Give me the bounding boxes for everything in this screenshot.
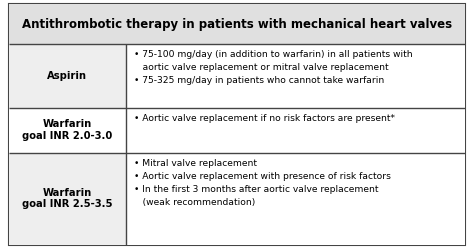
Text: • 75-100 mg/day (in addition to warfarin) in all patients with
   aortic valve r: • 75-100 mg/day (in addition to warfarin… bbox=[134, 50, 413, 85]
Bar bbox=[9, 153, 126, 245]
Bar bbox=[9, 44, 126, 108]
Bar bbox=[126, 153, 465, 245]
Text: Warfarin
goal INR 2.5-3.5: Warfarin goal INR 2.5-3.5 bbox=[22, 188, 112, 209]
Bar bbox=[126, 108, 465, 153]
Text: Warfarin
goal INR 2.0-3.0: Warfarin goal INR 2.0-3.0 bbox=[22, 119, 112, 141]
Text: • Mitral valve replacement
• Aortic valve replacement with presence of risk fact: • Mitral valve replacement • Aortic valv… bbox=[134, 159, 391, 207]
Bar bbox=[9, 108, 126, 153]
Text: Antithrombotic therapy in patients with mechanical heart valves: Antithrombotic therapy in patients with … bbox=[22, 18, 452, 31]
Text: Aspirin: Aspirin bbox=[47, 71, 87, 81]
Bar bbox=[9, 4, 465, 44]
Bar bbox=[126, 44, 465, 108]
Text: • Aortic valve replacement if no risk factors are present*: • Aortic valve replacement if no risk fa… bbox=[134, 114, 395, 123]
